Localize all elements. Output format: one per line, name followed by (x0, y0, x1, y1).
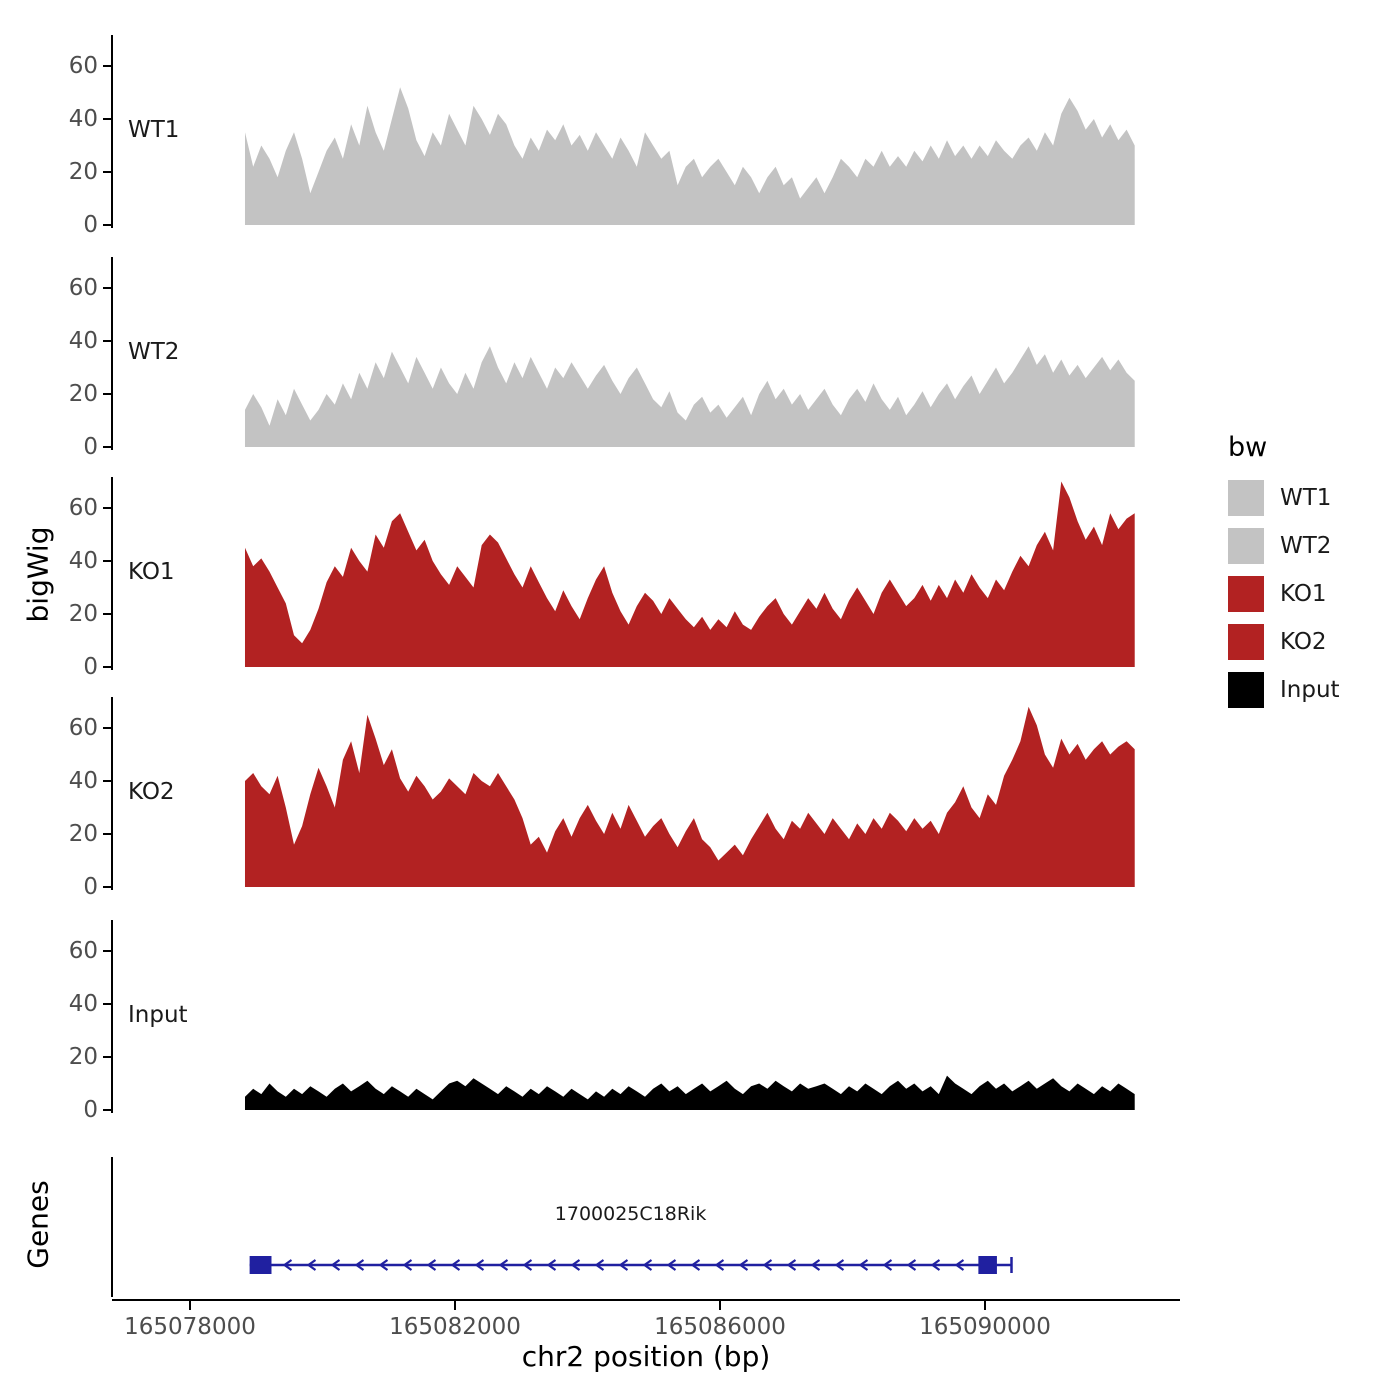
strand-arrow-left (402, 1259, 413, 1271)
y-tick-label: 20 (68, 381, 98, 407)
y-tick-label: 60 (68, 938, 98, 964)
strand-arrow-left (498, 1259, 509, 1271)
y-tick-label: 20 (68, 1044, 98, 1070)
strand-arrow-left (306, 1259, 317, 1271)
y-tick-label: 60 (68, 495, 98, 521)
x-tick-label: 165086000 (654, 1314, 786, 1340)
strand-arrow-left (522, 1259, 533, 1271)
strand-arrow-left (642, 1259, 653, 1271)
legend-swatch-ko2 (1228, 624, 1264, 660)
strand-arrow-left (330, 1259, 341, 1271)
legend-title: bw (1228, 432, 1268, 463)
strand-arrow-left (690, 1259, 701, 1271)
gene-exon-box (249, 1256, 272, 1274)
strand-arrow-left (426, 1259, 437, 1271)
coverage-area-wt1 (244, 87, 1135, 225)
strand-arrow-left (282, 1259, 293, 1271)
strand-arrow-left (954, 1259, 965, 1271)
strand-arrow-left (474, 1259, 485, 1271)
track-label-ko2: KO2 (128, 779, 175, 805)
track-panel-ko1 (103, 477, 1135, 670)
x-tick-mark (189, 1301, 191, 1310)
legend-label-wt1: WT1 (1280, 485, 1332, 511)
legend-swatch-wt1 (1228, 480, 1264, 516)
coverage-area-ko2 (244, 706, 1135, 887)
coverage-area-input (244, 1075, 1135, 1110)
x-tick-label: 165082000 (389, 1314, 521, 1340)
track-panel-input (103, 920, 1135, 1113)
x-tick-mark (984, 1301, 986, 1310)
strand-arrow-left (450, 1259, 461, 1271)
coverage-area-wt2 (244, 346, 1135, 447)
strand-arrow-left (810, 1259, 821, 1271)
y-tick-label: 20 (68, 159, 98, 185)
y-tick-label: 40 (68, 106, 98, 132)
strand-arrow-left (354, 1259, 365, 1271)
track-label-wt2: WT2 (128, 339, 180, 365)
legend-label-ko1: KO1 (1280, 581, 1327, 607)
strand-arrow-left (858, 1259, 869, 1271)
strand-arrow-left (594, 1259, 605, 1271)
strand-arrow-left (618, 1259, 629, 1271)
strand-arrow-left (738, 1259, 749, 1271)
track-panel-wt2 (103, 257, 1135, 450)
legend-label-ko2: KO2 (1280, 629, 1327, 655)
y-tick-label: 40 (68, 328, 98, 354)
y-tick-label: 40 (68, 548, 98, 574)
y-tick-label: 0 (83, 212, 98, 238)
strand-arrow-left (762, 1259, 773, 1271)
legend-swatch-ko1 (1228, 576, 1264, 612)
gene-exon-box (978, 1256, 997, 1274)
strand-arrow-left (930, 1259, 941, 1271)
y-tick-label: 40 (68, 991, 98, 1017)
y-tick-label: 0 (83, 654, 98, 680)
y-tick-label: 20 (68, 821, 98, 847)
strand-arrow-left (834, 1259, 845, 1271)
y-tick-label: 60 (68, 715, 98, 741)
track-panel-ko2 (103, 697, 1135, 890)
x-axis-line (112, 1299, 1180, 1301)
x-tick-label: 165078000 (124, 1314, 256, 1340)
strand-arrow-left (570, 1259, 581, 1271)
strand-arrow-left (666, 1259, 677, 1271)
legend-label-wt2: WT2 (1280, 533, 1332, 559)
strand-arrow-left (882, 1259, 893, 1271)
legend-label-input: Input (1280, 677, 1340, 703)
y-tick-label: 60 (68, 53, 98, 79)
coverage-area-ko1 (244, 481, 1135, 667)
legend-swatch-input (1228, 672, 1264, 708)
track-label-input: Input (128, 1002, 188, 1028)
legend-swatch-wt2 (1228, 528, 1264, 564)
strand-arrow-left (714, 1259, 725, 1271)
y-tick-label: 20 (68, 601, 98, 627)
y-tick-label: 40 (68, 768, 98, 794)
strand-arrow-left (786, 1259, 797, 1271)
x-tick-mark (719, 1301, 721, 1310)
y-tick-label: 0 (83, 434, 98, 460)
x-tick-label: 165090000 (919, 1314, 1051, 1340)
gene-name-label: 1700025C18Rik (554, 1203, 707, 1225)
x-tick-mark (454, 1301, 456, 1310)
y-tick-label: 0 (83, 1097, 98, 1123)
genes-panel-y-axis (111, 1157, 113, 1297)
y-tick-label: 0 (83, 874, 98, 900)
y-tick-label: 60 (68, 275, 98, 301)
strand-arrow-left (378, 1259, 389, 1271)
strand-arrow-left (546, 1259, 557, 1271)
strand-arrow-left (906, 1259, 917, 1271)
track-panel-wt1 (103, 35, 1135, 228)
track-label-wt1: WT1 (128, 117, 180, 143)
x-axis-title: chr2 position (bp) (521, 1340, 771, 1373)
track-label-ko1: KO1 (128, 559, 175, 585)
gene-model-1700025C18Rik (249, 1256, 1013, 1274)
